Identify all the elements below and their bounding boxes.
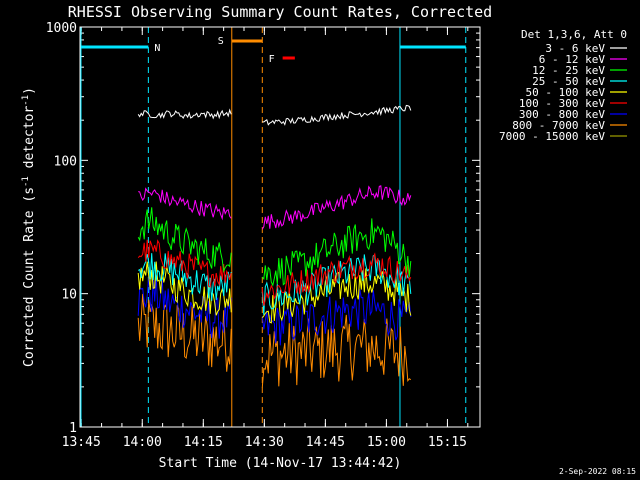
y-tick-labels: 1 10 100 1000 xyxy=(46,21,77,436)
x-tick-label: 14:00 xyxy=(123,435,162,450)
flare-label: F xyxy=(269,54,275,65)
legend-entry-label: 100 - 300 keV xyxy=(519,97,605,110)
x-tick-label: 14:30 xyxy=(245,435,284,450)
legend-entry-label: 7000 - 15000 keV xyxy=(499,130,605,143)
plot-frame xyxy=(79,26,481,428)
night-label: N xyxy=(154,43,160,54)
chart-title: RHESSI Observing Summary Count Rates, Co… xyxy=(68,3,492,21)
series-line xyxy=(261,185,412,230)
legend-entry-label: 300 - 800 keV xyxy=(519,108,605,121)
series-lines xyxy=(137,104,412,388)
x-tick-label: 15:15 xyxy=(428,435,467,450)
series-line xyxy=(138,187,232,221)
x-tick-labels: 13:45 14:00 14:15 14:30 14:45 15:00 15:15 xyxy=(62,435,467,450)
series-line xyxy=(261,314,412,388)
series-line xyxy=(137,207,232,273)
series-line xyxy=(261,252,412,306)
saa-label: S xyxy=(218,36,224,47)
legend-entry-label: 6 - 12 keV xyxy=(539,53,606,66)
series-line xyxy=(261,218,412,287)
series-line xyxy=(137,293,232,372)
legend-entry-label: 3 - 6 keV xyxy=(545,42,605,55)
x-tick-label: 14:15 xyxy=(184,435,223,450)
legend-entry-label: 50 - 100 keV xyxy=(526,86,606,99)
series-line xyxy=(137,261,232,316)
y-tick-label: 10 xyxy=(61,288,77,303)
legend-header: Det 1,3,6, Att 0 xyxy=(521,28,627,41)
y-tick-label: 100 xyxy=(54,154,77,169)
series-line xyxy=(261,268,412,324)
series-line xyxy=(261,289,412,346)
series-line xyxy=(137,239,232,288)
x-tick-label: 13:45 xyxy=(62,435,101,450)
timestamp: 2-Sep-2022 08:15 xyxy=(559,467,636,476)
series-line xyxy=(137,253,232,301)
legend-entry-label: 25 - 50 keV xyxy=(532,75,605,88)
x-tick-label: 15:00 xyxy=(367,435,406,450)
legend-entry-label: 800 - 7000 keV xyxy=(512,119,605,132)
series-line xyxy=(262,104,412,126)
y-tick-label: 1000 xyxy=(46,21,77,36)
y-tick-label: 1 xyxy=(69,421,77,436)
x-tick-label: 14:45 xyxy=(306,435,345,450)
series-line xyxy=(137,108,232,120)
y-axis-label: Corrected Count Rate (s-1 detector-1) xyxy=(21,87,37,367)
legend-entry-label: 12 - 25 keV xyxy=(532,64,605,77)
x-axis-label: Start Time (14-Nov-17 13:44:42) xyxy=(159,456,402,471)
